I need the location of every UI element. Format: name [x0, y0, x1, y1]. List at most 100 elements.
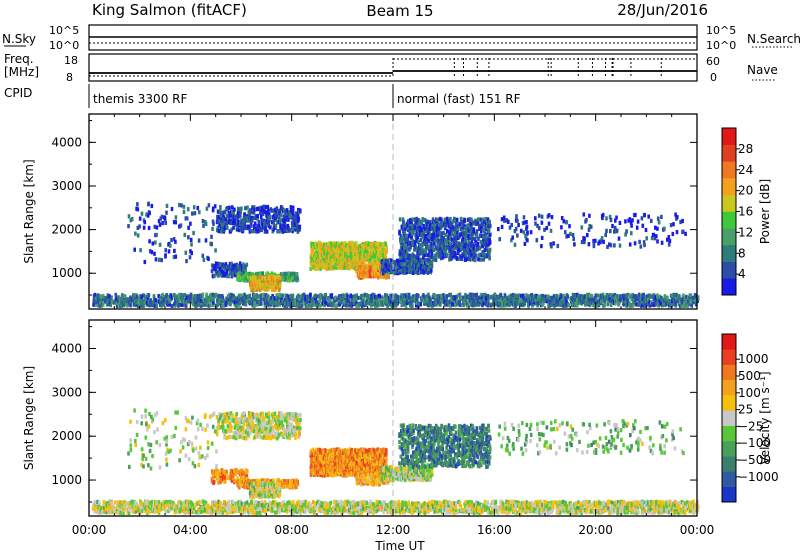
- scatter-cell: [443, 217, 447, 222]
- scatter-cell: [407, 299, 411, 304]
- scatter-cell: [262, 282, 266, 287]
- scatter-cell: [524, 293, 528, 298]
- scatter-cell: [411, 223, 414, 228]
- scatter-cell: [500, 299, 504, 304]
- scatter-cell: [532, 298, 535, 303]
- scatter-cell: [696, 295, 700, 300]
- scatter-cell: [255, 280, 259, 285]
- scatter-cell: [412, 270, 415, 275]
- scatter-cell: [177, 303, 181, 308]
- scatter-cell: [141, 508, 144, 514]
- scatter-cell: [420, 221, 424, 226]
- scatter-cell: [560, 294, 564, 299]
- scatter-cell: [378, 246, 381, 251]
- scatter-cell: [320, 242, 324, 247]
- scatter-cell: [127, 297, 130, 302]
- colorbar-swatch: [722, 128, 736, 145]
- scatter-cell: [471, 236, 474, 241]
- scatter-cell: [560, 216, 564, 221]
- scatter-cell: [375, 265, 378, 271]
- scatter-cell: [647, 301, 650, 306]
- scatter-cell: [286, 271, 289, 276]
- scatter-cell: [191, 302, 195, 307]
- scatter-cell: [287, 217, 290, 222]
- scatter-cell: [435, 224, 439, 229]
- scatter-cell: [418, 228, 422, 233]
- scatter-cell: [407, 292, 411, 297]
- scatter-cell: [684, 231, 687, 236]
- scatter-cell: [592, 239, 595, 244]
- scatter-cell: [155, 232, 158, 237]
- scatter-cell: [170, 295, 174, 300]
- scatter-cell: [243, 295, 246, 301]
- scatter-cell: [682, 293, 685, 298]
- scatter-cell: [322, 301, 326, 306]
- scatter-cell: [186, 207, 190, 212]
- scatter-cell: [263, 303, 267, 308]
- scatter-cell: [233, 207, 236, 212]
- scatter-cell: [428, 249, 431, 254]
- scatter-cell: [435, 235, 439, 240]
- scatter-cell: [278, 215, 281, 220]
- scatter-cell: [625, 293, 629, 298]
- scatter-cell: [351, 254, 354, 259]
- scatter-cell: [148, 211, 151, 216]
- scatter-cell: [183, 292, 186, 298]
- scatter-cell: [362, 295, 365, 300]
- scatter-cell: [291, 205, 295, 210]
- scatter-cell: [640, 216, 644, 221]
- scatter-cell: [643, 243, 646, 248]
- scatter-cell: [385, 271, 388, 276]
- scatter-cell: [163, 507, 167, 512]
- scatter-cell: [294, 213, 297, 219]
- scatter-cell: [172, 255, 176, 260]
- scatter-cell: [570, 299, 574, 304]
- scatter-cell: [526, 298, 529, 303]
- scatter-cell: [195, 296, 198, 301]
- scatter-cell: [435, 217, 438, 222]
- scatter-cell: [260, 205, 264, 210]
- scatter-cell: [425, 229, 429, 234]
- scatter-cell: [437, 242, 440, 247]
- scatter-cell: [450, 251, 453, 256]
- scatter-cell: [318, 298, 321, 303]
- scatter-cell: [488, 255, 491, 260]
- scatter-cell: [480, 297, 484, 302]
- scatter-cell: [243, 292, 246, 297]
- scatter-cell: [279, 223, 282, 228]
- scatter-cell: [138, 216, 142, 221]
- scatter-cell: [540, 214, 544, 219]
- scatter-cell: [347, 254, 350, 259]
- scatter-cell: [152, 294, 156, 299]
- scatter-cell: [92, 302, 95, 307]
- scatter-cell: [656, 298, 660, 303]
- scatter-cell: [222, 298, 225, 303]
- scatter-cell: [515, 293, 518, 298]
- scatter-cell: [98, 503, 101, 508]
- scatter-cell: [619, 294, 622, 299]
- scatter-cell: [618, 220, 622, 225]
- scatter-cell: [276, 301, 280, 306]
- scatter-cell: [576, 297, 580, 302]
- scatter-cell: [153, 303, 157, 308]
- scatter-cell: [452, 225, 455, 230]
- scatter-cell: [157, 294, 160, 299]
- scatter-cell: [326, 242, 330, 247]
- scatter-cell: [548, 295, 551, 300]
- scatter-cell: [233, 299, 237, 305]
- scatter-cell: [679, 219, 682, 225]
- scatter-cell: [434, 257, 438, 262]
- scatter-cell: [228, 269, 232, 274]
- scatter-cell: [660, 297, 664, 303]
- scatter-cell: [179, 297, 182, 302]
- scatter-cell: [668, 303, 671, 308]
- scatter-cell: [145, 212, 148, 217]
- colorbar-swatch: [722, 211, 736, 229]
- scatter-cell: [384, 242, 387, 247]
- scatter-cell: [470, 217, 473, 223]
- scatter-cell: [134, 231, 137, 236]
- scatter-cell: [450, 237, 454, 242]
- scatter-cell: [512, 303, 516, 308]
- scatter-cell: [205, 295, 208, 300]
- scatter-cell: [562, 219, 566, 224]
